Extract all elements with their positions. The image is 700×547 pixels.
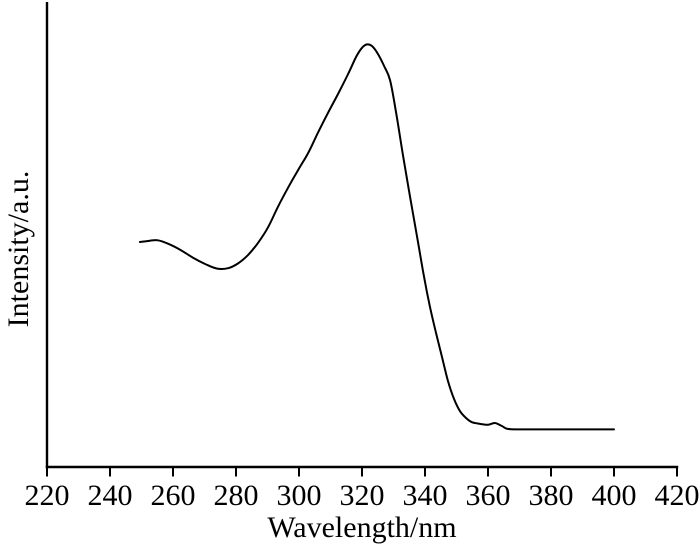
x-tick-label: 360 [466, 479, 511, 512]
x-tick-label: 320 [340, 479, 385, 512]
x-tick-label: 300 [277, 479, 322, 512]
x-tick-label: 380 [529, 479, 574, 512]
x-axis-title: Wavelength/nm [267, 511, 457, 544]
y-axis-title: Intensity/a.u. [2, 170, 35, 328]
x-tick-label: 340 [403, 479, 448, 512]
x-axis-tick-labels: 220 240 260 280 300 320 340 360 380 400 420 [25, 479, 700, 512]
x-tick-label: 400 [592, 479, 637, 512]
spectrum-curve [138, 43, 615, 431]
axes [45, 2, 679, 469]
x-tick-label: 220 [25, 479, 70, 512]
x-tick-label: 240 [88, 479, 133, 512]
x-tick-label: 420 [655, 479, 700, 512]
x-tick-label: 260 [151, 479, 196, 512]
x-tick-label: 280 [214, 479, 259, 512]
x-axis-ticks [46, 467, 678, 477]
